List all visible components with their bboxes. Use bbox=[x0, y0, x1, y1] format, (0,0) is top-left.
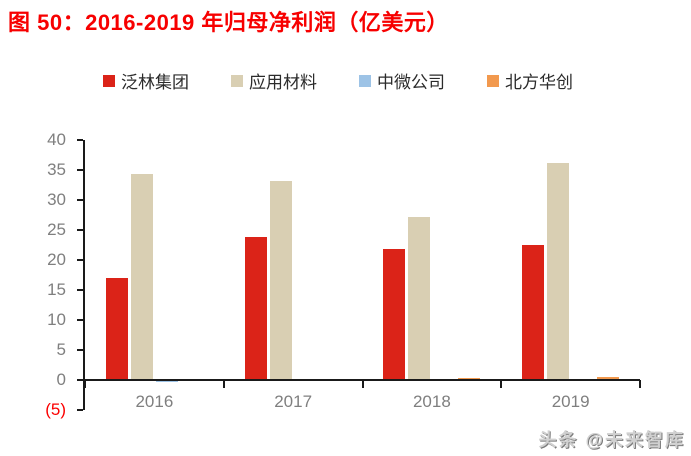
legend-item-amec: 中微公司 bbox=[359, 68, 445, 93]
bar-amat-2017 bbox=[269, 181, 292, 380]
y-tick bbox=[77, 409, 83, 411]
y-tick bbox=[77, 259, 83, 261]
x-axis-label: 2016 bbox=[135, 392, 174, 411]
bar-lam-2016 bbox=[105, 278, 128, 380]
legend-label-amat: 应用材料 bbox=[249, 73, 317, 92]
y-tick bbox=[77, 139, 83, 141]
y-tick-label: 10 bbox=[47, 310, 66, 329]
y-tick bbox=[77, 169, 83, 171]
x-axis-label: 2018 bbox=[412, 392, 451, 411]
y-tick-label: 5 bbox=[56, 340, 66, 359]
y-tick bbox=[77, 199, 83, 201]
legend-label-naura: 北方华创 bbox=[505, 73, 573, 92]
y-axis-line bbox=[83, 140, 85, 410]
bar-lam-2018 bbox=[383, 248, 406, 380]
bar-naura-2019 bbox=[597, 377, 620, 380]
y-tick-label: 20 bbox=[47, 250, 66, 269]
bar-amat-2018 bbox=[408, 217, 431, 380]
y-tick bbox=[77, 229, 83, 231]
bar-lam-2017 bbox=[244, 237, 267, 380]
y-tick bbox=[77, 349, 83, 351]
legend-swatch-lam bbox=[103, 74, 115, 87]
legend-label-lam: 泛林集团 bbox=[121, 73, 189, 92]
y-tick bbox=[77, 379, 83, 381]
y-tick-label: 30 bbox=[47, 190, 66, 209]
legend-swatch-amat bbox=[231, 74, 243, 87]
x-tick bbox=[361, 380, 364, 388]
y-tick bbox=[77, 319, 83, 321]
x-tick bbox=[639, 380, 641, 388]
legend-item-lam: 泛林集团 bbox=[103, 68, 189, 93]
watermark-text: 头条 @未来智库 bbox=[538, 430, 685, 450]
chart-title: 图 50：2016-2019 年归母净利润（亿美元） bbox=[8, 10, 449, 35]
bar-amat-2016 bbox=[130, 174, 153, 380]
x-axis-label: 2017 bbox=[274, 392, 313, 411]
legend-label-amec: 中微公司 bbox=[377, 73, 445, 92]
chart-legend: 泛林集团 应用材料 中微公司 北方华创 bbox=[103, 68, 573, 93]
x-tick bbox=[84, 380, 86, 388]
x-axis-label: 2019 bbox=[551, 392, 590, 411]
legend-swatch-naura bbox=[487, 74, 499, 87]
legend-item-naura: 北方华创 bbox=[487, 68, 573, 93]
y-tick-label: (5) bbox=[45, 400, 66, 419]
y-tick bbox=[77, 289, 83, 291]
bar-lam-2019 bbox=[522, 245, 545, 380]
y-tick-label: 35 bbox=[47, 160, 66, 179]
y-tick-label: 40 bbox=[47, 130, 66, 149]
y-tick-label: 25 bbox=[47, 220, 66, 239]
legend-swatch-amec bbox=[359, 74, 371, 87]
bar-naura-2018 bbox=[458, 377, 481, 380]
legend-item-amat: 应用材料 bbox=[231, 68, 317, 93]
y-tick-label: 0 bbox=[56, 370, 66, 389]
x-tick bbox=[500, 380, 503, 388]
x-tick bbox=[222, 380, 225, 388]
bar-amat-2019 bbox=[547, 162, 570, 380]
y-tick-label: 15 bbox=[47, 280, 66, 299]
